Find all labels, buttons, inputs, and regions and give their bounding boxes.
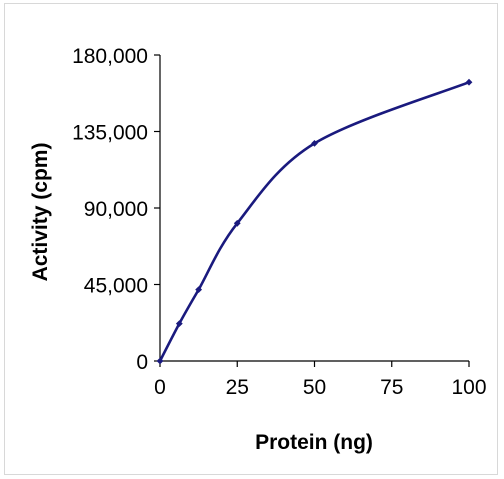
series bbox=[156, 78, 473, 365]
y-tick-label: 45,000 bbox=[84, 275, 148, 298]
chart-frame bbox=[4, 3, 498, 475]
x-axis-title: Protein (ng) bbox=[255, 431, 373, 454]
data-point-marker bbox=[156, 357, 164, 365]
data-point-marker bbox=[175, 320, 183, 327]
x-tick-label: 75 bbox=[380, 376, 403, 399]
data-point-marker bbox=[195, 286, 203, 293]
ticks: 0 45,000 90,000 135,000 180,000 0 25 50 75 100 bbox=[72, 45, 486, 399]
y-tick-label: 0 bbox=[136, 351, 148, 374]
data-point-marker bbox=[311, 140, 318, 147]
y-axis-title: Activity (cpm) bbox=[29, 143, 52, 282]
y-tick-label: 135,000 bbox=[72, 122, 148, 145]
x-tick-label: 50 bbox=[303, 376, 326, 399]
axes bbox=[159, 55, 469, 362]
x-tick-label: 25 bbox=[226, 376, 249, 399]
y-tick-label: 90,000 bbox=[84, 198, 148, 221]
data-point-marker bbox=[465, 78, 473, 86]
y-tick-label: 180,000 bbox=[72, 45, 148, 68]
data-point-marker bbox=[233, 219, 241, 227]
x-tick-label: 100 bbox=[451, 376, 486, 399]
series-line bbox=[158, 80, 470, 362]
x-tick-label: 0 bbox=[154, 376, 166, 399]
